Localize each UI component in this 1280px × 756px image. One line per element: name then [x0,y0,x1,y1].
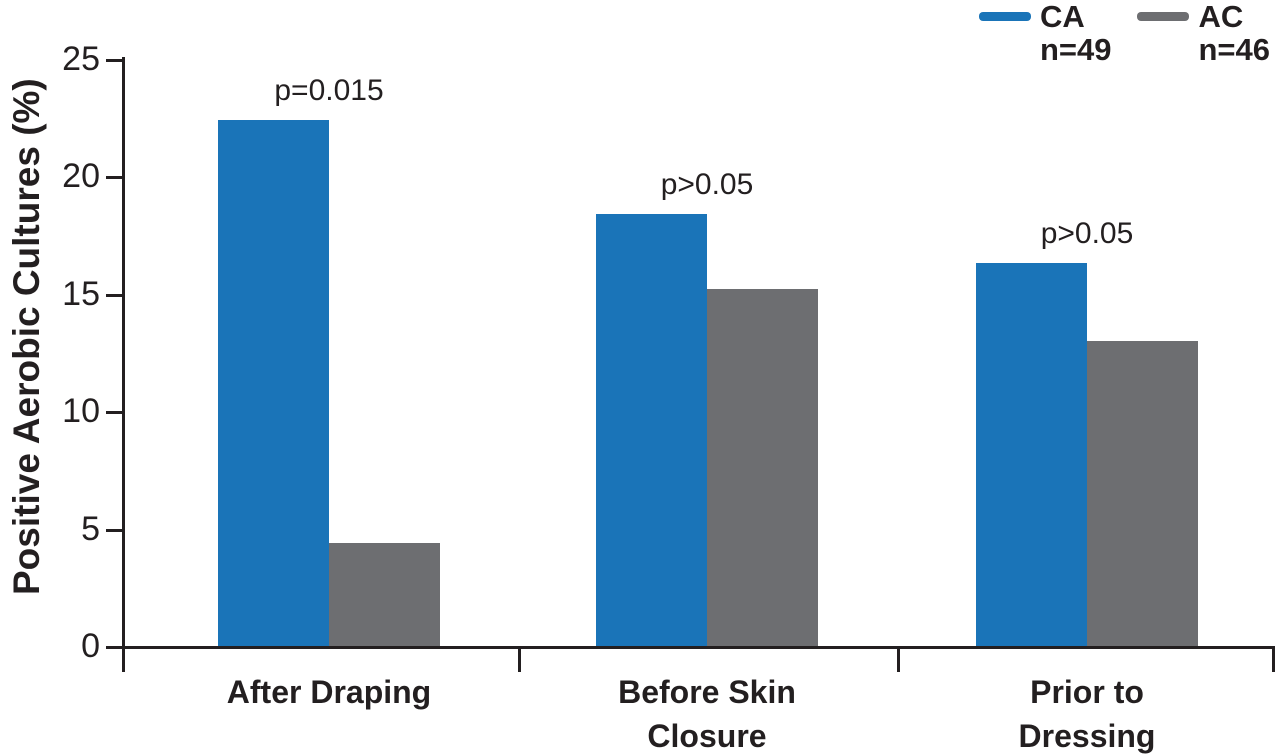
p-value-label: p>0.05 [1040,217,1134,251]
category-label-line: After Draping [226,674,432,710]
category-label: Prior to Dressing [1019,670,1156,756]
category-label: After Draping [227,670,431,714]
y-tick [106,528,122,532]
bar-ca-group2 [596,213,707,646]
y-tick-label: 10 [62,392,100,431]
bar-ac-group2 [707,289,818,646]
y-tick-label: 5 [81,509,100,548]
y-tick [106,646,122,649]
legend-text-column: AC n=46 [1198,0,1270,66]
p-value-label: p>0.05 [660,167,754,201]
legend-series-count: n=46 [1198,32,1270,67]
category-label-line: Dressing [1018,718,1156,754]
y-tick-label: 15 [62,274,100,313]
legend-series-count: n=49 [1039,32,1112,67]
y-axis-title: Positive Aerobic Cultures (%) [6,78,47,596]
category-label-line: Before Skin [618,674,796,710]
legend-swatch-ca [978,12,1031,21]
bar-ca-group1 [218,120,329,646]
legend-series-name: AC [1198,0,1244,34]
bar-ac-group1 [329,542,440,646]
legend-series-name: CA [1039,0,1085,34]
y-tick-label: 20 [62,157,100,196]
legend: CA n=49 AC n=46 [978,0,1270,66]
y-tick [106,59,122,62]
group-separator-tick [1272,646,1275,672]
legend-item-ac: AC n=46 [1137,0,1270,66]
y-tick [106,411,122,415]
legend-swatch-ac [1137,12,1190,21]
y-tick-label: 25 [62,40,100,78]
group-separator-tick [897,646,900,672]
y-tick [106,176,122,180]
legend-item-ca: CA n=49 [978,0,1112,66]
y-tick-label: 0 [81,627,100,665]
y-axis-line [122,57,125,672]
category-label-line: Prior to [1030,674,1144,710]
x-axis-line [122,646,1275,649]
category-label: Before Skin Closure [618,670,796,756]
bar-ca-group3 [976,263,1087,646]
legend-text-column: CA n=49 [1040,0,1112,66]
bar-ac-group3 [1087,340,1198,646]
group-separator-tick [518,646,521,672]
category-label-line: Closure [647,718,767,754]
p-value-label: p=0.015 [274,74,384,108]
y-tick [106,293,122,297]
